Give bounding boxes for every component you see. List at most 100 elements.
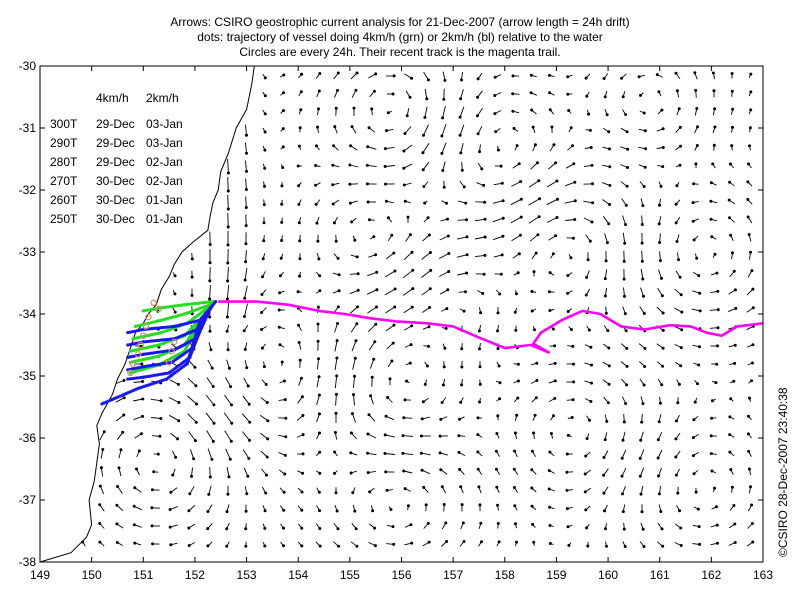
current-arrow (187, 413, 197, 423)
current-arrow-head (405, 379, 409, 383)
current-arrow (460, 142, 464, 154)
current-arrow-head (709, 199, 713, 203)
current-arrow-head (534, 396, 538, 400)
current-arrow-head (548, 542, 552, 545)
current-arrow-head (332, 144, 336, 148)
current-arrow-head (336, 71, 340, 75)
current-arrow-head (496, 347, 500, 351)
current-arrow-head (476, 95, 480, 99)
current-arrow (441, 142, 447, 154)
current-arrow-head (316, 322, 320, 326)
current-arrow-head (476, 416, 480, 420)
current-arrow-head (751, 287, 755, 291)
current-arrow (367, 164, 377, 168)
current-arrow-head (260, 328, 263, 331)
current-arrow (511, 181, 521, 187)
current-arrow-head (551, 327, 555, 331)
current-arrow-head (426, 521, 430, 525)
current-arrow (100, 449, 104, 459)
current-arrow-head (697, 525, 701, 529)
current-arrow-head (282, 91, 286, 95)
current-arrow-head (409, 343, 413, 347)
current-arrow-head (573, 218, 577, 221)
current-arrow-head (747, 414, 750, 418)
current-arrow-head (732, 504, 736, 507)
current-arrow-head (555, 216, 559, 219)
current-arrow-head (694, 490, 698, 494)
x-tick-label: 153 (237, 568, 257, 582)
current-arrow-head (244, 509, 248, 513)
current-arrow-head (464, 290, 467, 294)
current-arrow-head (514, 292, 518, 296)
current-arrow-head (750, 503, 754, 507)
current-arrow-head (585, 275, 589, 279)
current-arrow (528, 198, 540, 206)
current-arrow-head (209, 348, 213, 352)
current-arrow-head (282, 544, 285, 548)
current-arrow (351, 340, 357, 352)
current-arrow-head (335, 509, 339, 513)
current-arrow-head (263, 130, 267, 134)
current-arrow-head (566, 274, 570, 277)
current-arrow-head (245, 492, 249, 496)
current-arrow-head (283, 453, 287, 457)
current-arrow-head (691, 201, 695, 205)
row-slow-date: 03-Jan (146, 117, 183, 131)
current-arrow-head (547, 487, 551, 491)
current-arrow (224, 394, 232, 406)
current-arrow (384, 270, 396, 278)
current-arrow-head (606, 401, 610, 405)
current-arrow (442, 105, 446, 119)
current-arrow-head (500, 253, 504, 257)
current-arrow (385, 306, 395, 314)
current-arrow-head (530, 309, 534, 313)
current-arrow-head (374, 322, 378, 326)
current-arrow-head (465, 253, 469, 257)
current-arrow-head (375, 305, 378, 309)
current-arrow-head (152, 470, 156, 474)
current-arrow-head (174, 455, 178, 459)
current-arrow (223, 412, 233, 424)
current-arrow (227, 194, 229, 210)
row-fast-date: 29-Dec (96, 136, 135, 150)
current-arrow-head (300, 544, 304, 548)
current-arrow-head (193, 365, 197, 369)
current-arrow-head (422, 185, 426, 188)
current-arrow-head (370, 375, 374, 379)
current-arrow-head (210, 457, 214, 461)
current-arrow-head (478, 382, 482, 386)
current-arrow-head (530, 486, 534, 490)
current-arrow-head (282, 73, 286, 77)
current-arrow-head (265, 473, 268, 477)
current-arrow-head (208, 297, 212, 301)
x-tick-label: 155 (340, 568, 360, 582)
current-arrow-head (497, 364, 501, 368)
current-arrow-head (133, 486, 137, 490)
current-arrow (224, 430, 232, 442)
current-arrow-head (226, 492, 230, 496)
current-arrow-head (173, 274, 177, 278)
current-arrow-head (565, 470, 569, 474)
current-arrow-head (262, 203, 266, 207)
current-arrow (583, 200, 593, 204)
current-arrow (403, 306, 413, 314)
current-arrow (133, 415, 143, 421)
current-arrow-head (572, 362, 575, 366)
current-arrow-head (749, 250, 752, 254)
current-arrow-head (116, 485, 120, 488)
current-arrow-head (694, 162, 698, 166)
current-arrow-head (589, 400, 593, 403)
current-arrow-head (749, 108, 753, 112)
current-arrow-head (410, 250, 414, 254)
current-arrow-head (298, 358, 302, 362)
current-arrow-head (675, 89, 679, 93)
current-arrow-head (349, 451, 353, 455)
current-arrow-head (750, 361, 754, 365)
current-arrow-head (641, 402, 645, 406)
current-arrow-head (537, 179, 541, 183)
current-arrow-head (639, 93, 642, 97)
current-arrow-head (517, 252, 521, 256)
current-arrow-head (622, 527, 626, 531)
current-arrow-head (168, 525, 172, 529)
current-arrow-head (440, 485, 444, 489)
